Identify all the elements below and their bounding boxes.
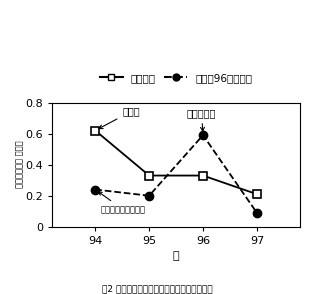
Legend: 少肥継続, 少肥（96年増施）: 少肥継続, 少肥（96年増施） bbox=[100, 73, 253, 83]
Text: 図2 トウモロコシ茎中の碓酸態窒素濃度に及: 図2 トウモロコシ茎中の碓酸態窒素濃度に及 bbox=[102, 284, 213, 293]
Text: 増肥した年: 増肥した年 bbox=[187, 108, 216, 131]
Text: 削減前: 削減前 bbox=[99, 106, 140, 129]
X-axis label: 年: 年 bbox=[173, 251, 180, 261]
Y-axis label: 茎の碓酸態Ｎ ％乾物: 茎の碓酸態Ｎ ％乾物 bbox=[15, 141, 24, 188]
Text: 施用量の少ない圃場: 施用量の少ない圃場 bbox=[99, 192, 146, 214]
